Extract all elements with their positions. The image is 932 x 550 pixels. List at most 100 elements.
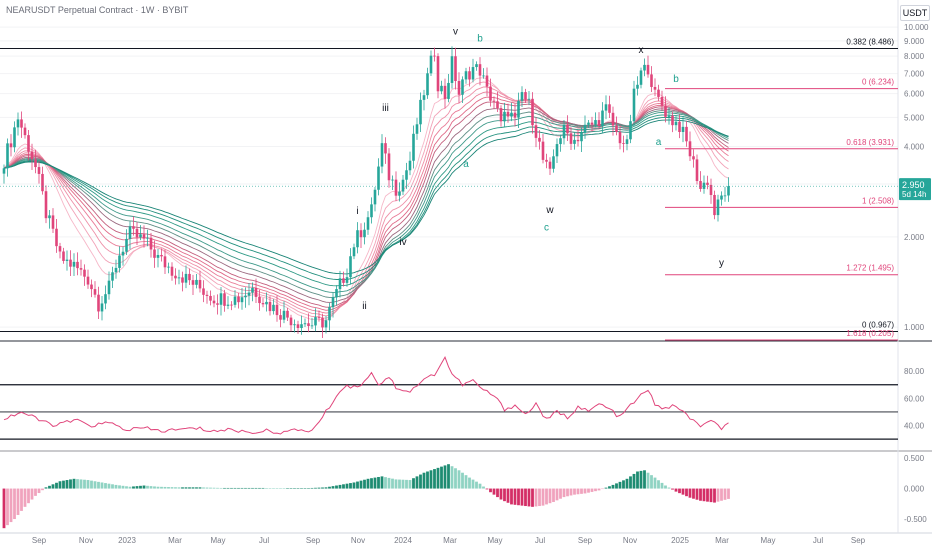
- macd-bar: [97, 481, 100, 489]
- candle-body: [27, 135, 30, 152]
- candle-body: [590, 122, 594, 125]
- macd-bar: [13, 488, 16, 520]
- candle-body: [338, 278, 342, 290]
- candle-body: [156, 254, 160, 258]
- macd-bar: [153, 486, 156, 489]
- candle-body: [2, 168, 6, 174]
- candle-body: [713, 194, 716, 216]
- candle-body: [265, 301, 268, 305]
- macd-bar: [727, 488, 730, 499]
- candle-body: [307, 323, 310, 327]
- wave-label: v: [453, 26, 458, 37]
- candle-body: [492, 100, 496, 102]
- time-tick-label: Mar: [168, 536, 182, 545]
- candle-body: [97, 294, 100, 312]
- candle-body: [118, 255, 121, 268]
- candle-body: [303, 323, 307, 325]
- macd-bar: [716, 488, 720, 502]
- candle-body: [461, 79, 464, 95]
- candle-body: [296, 324, 300, 329]
- macd-bar: [720, 488, 723, 501]
- macd-bar: [289, 488, 293, 489]
- rsi-tick-label: 40.00: [904, 422, 925, 431]
- macd-bar: [506, 488, 510, 503]
- fib-label: 0.618 (3.931): [846, 138, 894, 147]
- currency-button[interactable]: USDT: [900, 5, 930, 21]
- candle-body: [436, 56, 440, 92]
- wave-label: ii: [362, 301, 366, 312]
- candle-body: [548, 161, 552, 169]
- macd-bar: [513, 488, 517, 505]
- candle-body: [608, 104, 611, 113]
- candle-body: [352, 247, 356, 257]
- candle-body: [212, 300, 216, 304]
- macd-bar: [286, 488, 289, 489]
- candle-body: [146, 237, 149, 239]
- macd-bar: [398, 479, 401, 489]
- candle-body: [545, 159, 548, 162]
- macd-bar: [100, 482, 104, 489]
- candle-body: [527, 98, 531, 100]
- candle-body: [573, 139, 576, 144]
- macd-bar: [552, 488, 555, 502]
- candle-body: [261, 303, 265, 305]
- candle-body: [524, 92, 527, 100]
- macd-pane: 0.500 0.000 -0.500: [2, 454, 927, 529]
- candle-body: [324, 320, 328, 328]
- candle-body: [254, 287, 258, 297]
- macd-bar: [62, 480, 65, 489]
- macd-bar: [342, 484, 345, 489]
- macd-bar: [723, 488, 727, 500]
- candle-body: [219, 293, 223, 305]
- macd-bar: [139, 485, 142, 489]
- candle-body: [443, 85, 447, 99]
- macd-bar: [48, 485, 51, 489]
- candle-body: [370, 204, 373, 218]
- candle-body: [468, 71, 471, 80]
- candle-body: [566, 124, 569, 134]
- macd-bar: [135, 486, 139, 489]
- macd-bar: [548, 488, 552, 504]
- macd-bar: [9, 488, 13, 523]
- candle-body: [69, 259, 72, 267]
- macd-bar: [121, 485, 125, 489]
- macd-bar: [216, 487, 219, 489]
- time-tick-label: May: [487, 536, 502, 545]
- candle-body: [720, 195, 723, 200]
- macd-bar: [205, 487, 209, 489]
- macd-bar: [310, 487, 314, 489]
- candle-body: [482, 75, 485, 77]
- candle-body: [282, 310, 286, 320]
- macd-bar: [660, 482, 664, 489]
- macd-bar: [615, 483, 618, 489]
- macd-bar: [709, 488, 713, 503]
- macd-bar: [114, 484, 118, 489]
- candle-body: [464, 71, 468, 80]
- candle-body: [604, 104, 608, 111]
- time-tick-label: Sep: [32, 536, 47, 545]
- macd-bar: [44, 487, 48, 489]
- ema-line: [3, 119, 729, 275]
- macd-bar: [191, 487, 195, 489]
- ema-line: [3, 114, 729, 287]
- macd-bar: [559, 488, 562, 499]
- macd-bar: [328, 486, 331, 489]
- macd-bar: [356, 481, 359, 489]
- macd-bar: [394, 479, 398, 489]
- candle-body: [517, 100, 520, 118]
- candle-body: [555, 144, 559, 157]
- macd-bar: [146, 485, 149, 489]
- macd-bar: [412, 478, 415, 489]
- candle-body: [496, 101, 499, 109]
- candles: [2, 46, 730, 338]
- wave-label: iii: [382, 103, 389, 114]
- rsi-pane: 80.00 60.00 40.00: [0, 356, 925, 440]
- candle-body: [674, 121, 678, 126]
- macd-bar: [594, 488, 597, 492]
- macd-bar: [293, 488, 296, 489]
- candle-body: [286, 310, 289, 318]
- candle-body: [72, 261, 76, 267]
- candle-body: [408, 160, 412, 171]
- macd-bar: [370, 478, 373, 489]
